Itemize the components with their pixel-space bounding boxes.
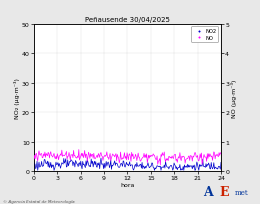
Y-axis label: NO₂ (µg·m⁻³): NO₂ (µg·m⁻³) [14, 78, 20, 118]
Legend: NO2, NO: NO2, NO [191, 27, 218, 43]
Text: E: E [219, 185, 229, 198]
X-axis label: hora: hora [120, 182, 135, 187]
Y-axis label: NO (µg·m⁻³): NO (µg·m⁻³) [231, 79, 237, 117]
Text: met: met [235, 188, 249, 196]
Title: Peñausende 30/04/2025: Peñausende 30/04/2025 [85, 17, 170, 23]
Text: © Agencia Estatal de Meteorología: © Agencia Estatal de Meteorología [3, 199, 74, 203]
Text: A: A [203, 185, 213, 198]
